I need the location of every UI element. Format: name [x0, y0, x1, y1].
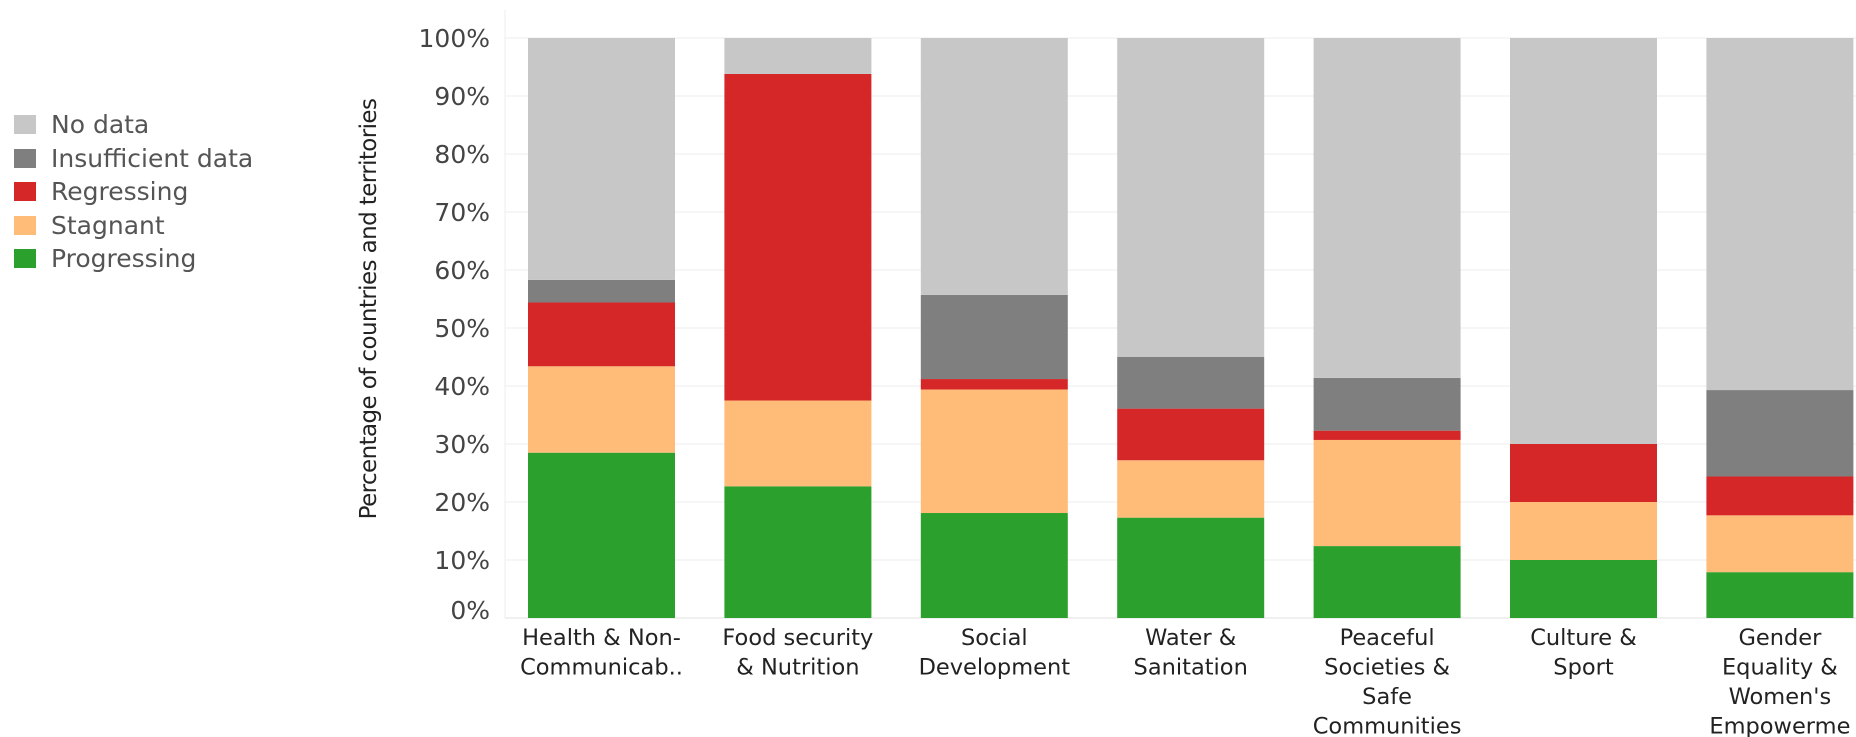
y-tick-label: 30%	[434, 430, 490, 459]
x-category-label: Culture &	[1530, 625, 1637, 651]
x-category-label: Gender	[1738, 625, 1822, 651]
bar-segment-no-data	[1510, 38, 1657, 444]
x-category-label: Women's	[1729, 684, 1832, 710]
y-tick-label: 10%	[434, 546, 490, 575]
bar-segment-progressing	[1510, 560, 1657, 618]
x-category-label: Sport	[1553, 655, 1614, 681]
x-category-label: Peaceful	[1340, 625, 1435, 651]
legend-item-stagnant: Stagnant	[14, 209, 253, 243]
bar-segment-insufficient-data	[1117, 357, 1265, 409]
x-category-label: Food security	[722, 625, 873, 651]
bar-segment-stagnant	[528, 366, 675, 453]
x-category-label: Health & Non-	[522, 625, 681, 651]
bar-segment-regressing	[1706, 476, 1854, 516]
x-category-label: Social	[961, 625, 1028, 651]
legend-label: Regressing	[51, 177, 189, 207]
legend-item-no-data: No data	[14, 108, 253, 142]
legend-swatch	[14, 249, 36, 269]
x-category-label: Societies &	[1324, 655, 1450, 681]
bar-segment-progressing	[1313, 546, 1461, 618]
legend-swatch	[14, 182, 36, 202]
bar-segment-regressing	[724, 73, 872, 401]
bar-segment-insufficient-data	[1313, 377, 1461, 431]
legend-swatch	[14, 115, 36, 135]
bar-segment-no-data	[1117, 38, 1265, 357]
bar-segment-progressing	[1706, 572, 1854, 618]
y-tick-label: 70%	[434, 198, 490, 227]
bar-segment-stagnant	[1706, 515, 1854, 573]
bar-segment-insufficient-data	[920, 294, 1068, 380]
legend-swatch	[14, 148, 36, 168]
y-tick-label: 0%	[450, 596, 490, 625]
bar-segment-stagnant	[920, 389, 1068, 514]
x-category-label: Sanitation	[1134, 655, 1248, 681]
x-category-label: Communities	[1313, 714, 1462, 737]
y-tick-label: 20%	[434, 488, 490, 517]
bar-segment-stagnant	[1313, 439, 1461, 547]
bar-segment-no-data	[1313, 38, 1461, 378]
bar-segment-insufficient-data	[1706, 390, 1854, 477]
x-category-label: & Nutrition	[736, 655, 859, 681]
x-category-label: Empowerme	[1709, 714, 1850, 737]
bar-segment-regressing	[1510, 444, 1657, 502]
legend-item-regressing: Regressing	[14, 175, 253, 209]
y-tick-label: 90%	[434, 82, 490, 111]
x-category-label: Development	[919, 655, 1071, 681]
chart-legend: No data Insufficient data Regressing Stagna…	[14, 108, 253, 276]
y-tick-label: 80%	[434, 140, 490, 169]
bar-segment-progressing	[724, 486, 872, 618]
x-category-label: Safe	[1362, 684, 1412, 710]
x-category-label: Water &	[1145, 625, 1236, 651]
legend-label: No data	[51, 110, 150, 140]
y-tick-label: 60%	[434, 256, 490, 285]
legend-swatch	[14, 215, 36, 235]
bar-segment-progressing	[920, 513, 1068, 618]
bar-segment-progressing	[1117, 517, 1265, 618]
bar-segment-regressing	[1313, 430, 1461, 440]
bar-segment-insufficient-data	[528, 279, 675, 303]
bar-segment-regressing	[1117, 408, 1265, 461]
y-tick-label: 40%	[434, 372, 490, 401]
bar-segment-no-data	[1706, 38, 1854, 391]
bar-segment-no-data	[724, 38, 872, 74]
legend-item-progressing: Progressing	[14, 242, 253, 276]
legend-label: Insufficient data	[51, 143, 254, 173]
x-category-label: Equality &	[1722, 655, 1838, 681]
bar-segment-stagnant	[724, 400, 872, 487]
y-tick-label: 100%	[419, 24, 490, 53]
x-category-label: Communicab..	[520, 655, 683, 681]
legend-item-insufficient-data: Insufficient data	[14, 142, 253, 176]
legend-label: Stagnant	[51, 210, 165, 240]
bar-segment-no-data	[920, 38, 1068, 295]
legend-label: Progressing	[51, 244, 197, 274]
bar-segment-progressing	[528, 452, 675, 618]
bar-segment-stagnant	[1510, 502, 1657, 560]
y-tick-label: 50%	[434, 314, 490, 343]
bar-segment-stagnant	[1117, 460, 1265, 518]
bar-segment-regressing	[528, 302, 675, 367]
bar-segment-no-data	[528, 38, 675, 280]
bar-segment-regressing	[920, 379, 1068, 390]
